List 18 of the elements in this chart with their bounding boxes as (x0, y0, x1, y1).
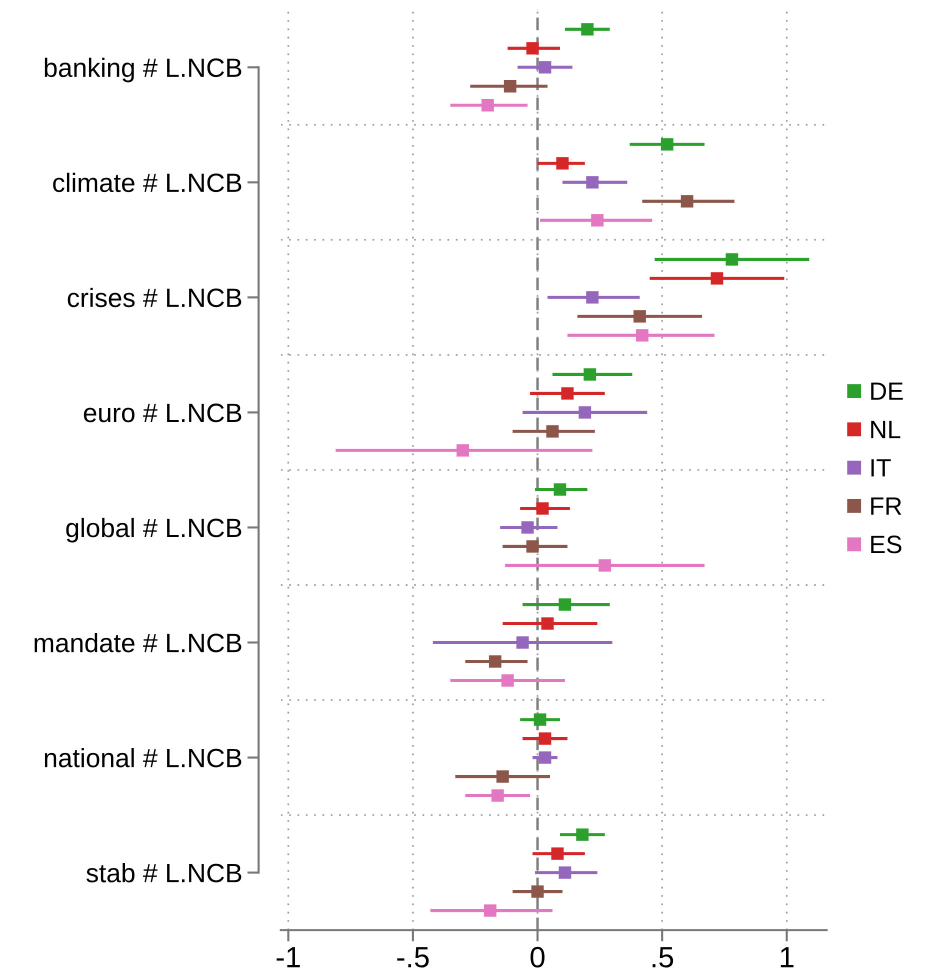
legend-label: IT (871, 459, 891, 476)
legend-label: DE (871, 382, 903, 400)
y-tick-label: climate # L.NCB (53, 172, 242, 192)
legend-label: ES (871, 536, 902, 554)
legend-label: FR (871, 498, 902, 515)
x-tick-label: 0 (530, 946, 545, 968)
y-tick-label: global # L.NCB (66, 518, 242, 543)
legend-label: NL (871, 420, 900, 438)
y-tick-label: national # L.NCB (44, 748, 242, 768)
x-tick-label: .5 (652, 947, 674, 968)
x-tick-label: 1 (780, 947, 794, 968)
y-tick-label: banking # L.NCB (44, 58, 242, 82)
y-tick-label: crises # L.NCB (68, 288, 242, 308)
x-tick-label: -1 (276, 947, 300, 968)
y-tick-label: euro # L.NCB (84, 404, 242, 422)
y-tick-label: stab # L.NCB (86, 863, 242, 882)
y-tick-label: mandate # L.NCB (34, 632, 242, 652)
x-tick-label: -.5 (397, 947, 429, 968)
